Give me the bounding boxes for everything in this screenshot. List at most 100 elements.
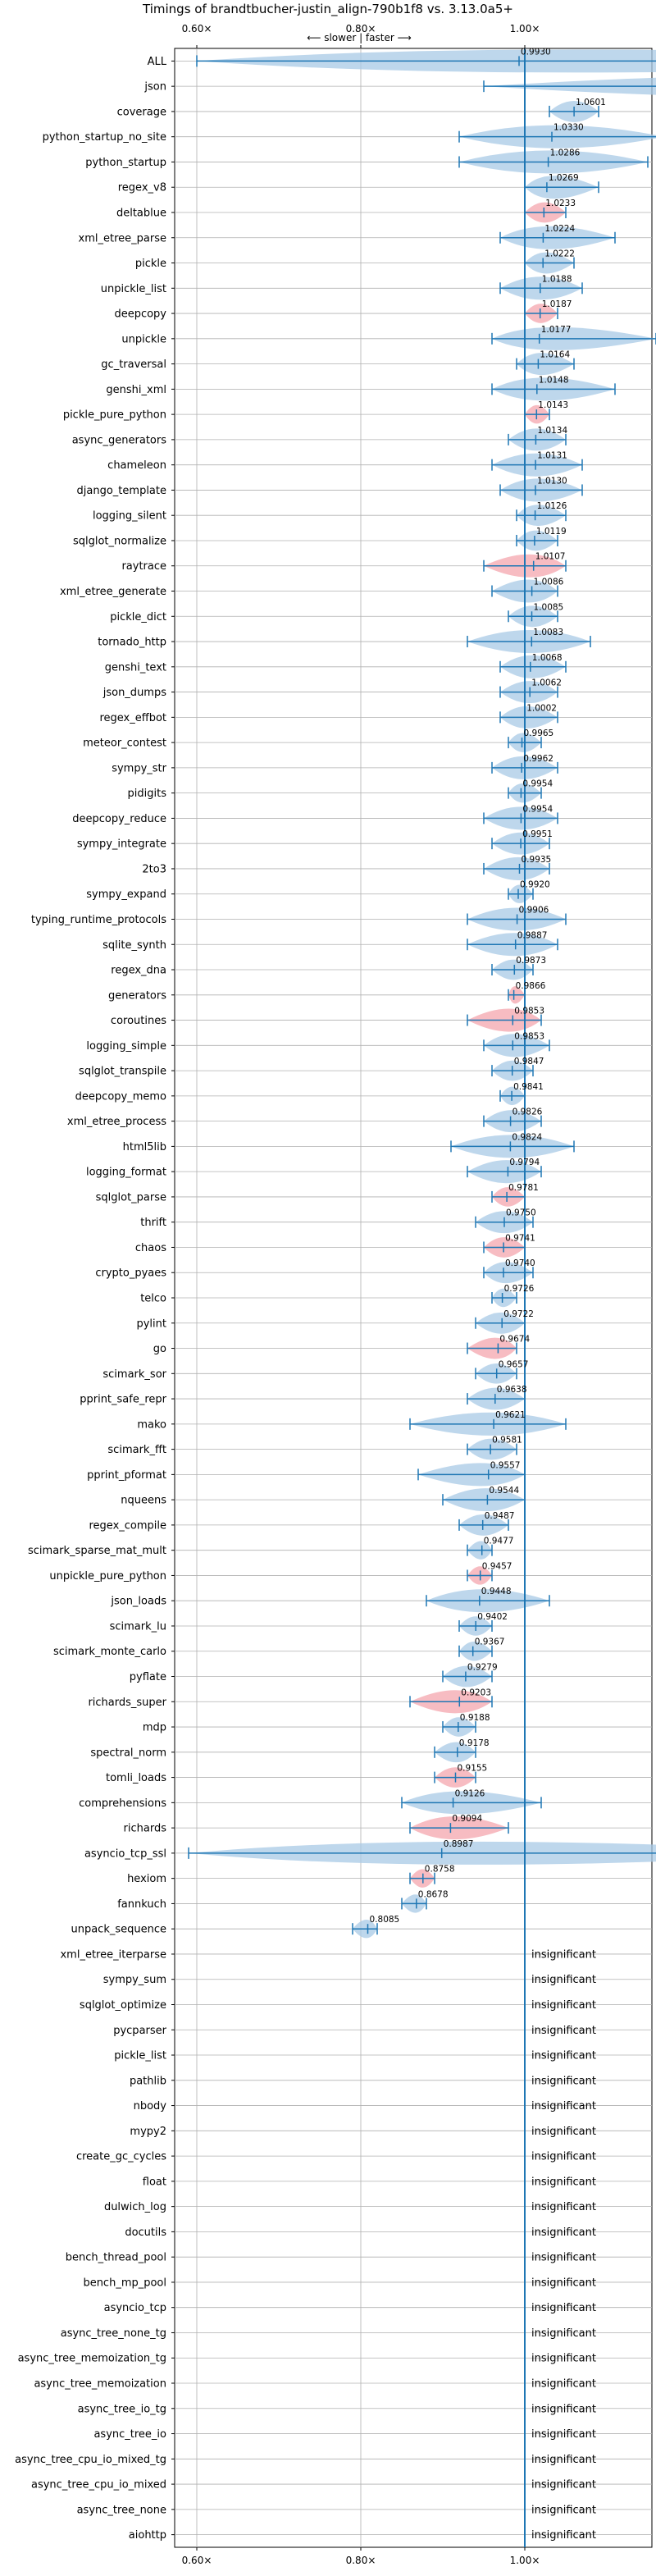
benchmark-label: mako (137, 1418, 166, 1431)
mean-value-label: 0.9279 (467, 1663, 498, 1673)
insignificant-label: insignificant (531, 2353, 596, 2365)
insignificant-label: insignificant (531, 1999, 596, 2012)
benchmark-label: async_tree_cpu_io_mixed_tg (15, 2454, 166, 2466)
mean-value-label: 0.9178 (459, 1738, 490, 1748)
mean-value-label: 1.0134 (537, 426, 567, 436)
mean-value-label: 0.8678 (418, 1889, 449, 1899)
benchmark-label: sqlglot_normalize (73, 535, 166, 547)
x-tick-label-bottom: 0.60× (182, 2555, 212, 2566)
benchmark-label: tornado_http (98, 637, 166, 649)
benchmark-label: async_tree_none_tg (61, 2327, 166, 2340)
benchmark-label: xml_etree_parse (79, 232, 166, 244)
benchmark-label: fannkuch (117, 1898, 166, 1911)
benchmark-label: bench_mp_pool (83, 2277, 166, 2289)
mean-value-label: 1.0086 (534, 578, 564, 587)
mean-value-label: 0.9740 (505, 1258, 535, 1268)
mean-value-label: 0.9203 (461, 1688, 491, 1697)
insignificant-label: insignificant (531, 2403, 596, 2415)
benchmark-label: deltablue (116, 207, 166, 219)
mean-value-label: 1.0269 (549, 173, 579, 183)
benchmark-label: chaos (135, 1242, 166, 1254)
insignificant-label: insignificant (531, 2201, 596, 2213)
mean-value-label: 0.9853 (514, 1007, 544, 1016)
insignificant-label: insignificant (531, 2025, 596, 2037)
benchmark-label: generators (108, 989, 166, 1002)
insignificant-label: insignificant (531, 2277, 596, 2289)
benchmark-label: pylint (136, 1318, 166, 1330)
benchmark-label: logging_simple (86, 1040, 166, 1053)
mean-value-label: 1.0130 (537, 476, 567, 486)
insignificant-label: insignificant (531, 1974, 596, 1986)
benchmark-label: json (144, 81, 166, 94)
mean-value-label: 0.9402 (477, 1612, 508, 1622)
mean-value-label: 0.9873 (516, 956, 546, 966)
benchmark-label: richards_super (88, 1697, 166, 1709)
mean-value-label: 0.9824 (512, 1132, 542, 1142)
mean-value-label: 1.0107 (535, 552, 566, 562)
benchmark-label: python_startup (85, 157, 166, 169)
benchmark-label: sqlglot_transpile (79, 1066, 166, 1078)
mean-value-label: 0.9621 (495, 1410, 526, 1420)
benchmark-label: xml_etree_process (67, 1116, 166, 1128)
benchmark-label: deepcopy_memo (75, 1090, 166, 1103)
benchmark-label: async_tree_memoization_tg (18, 2353, 166, 2365)
benchmark-label: scimark_sor (102, 1368, 166, 1381)
insignificant-label: insignificant (531, 2126, 596, 2138)
mean-value-label: 0.9126 (455, 1788, 485, 1798)
benchmark-label: richards (124, 1823, 167, 1835)
benchmark-label: sqlglot_optimize (80, 1999, 166, 2012)
benchmark-label: regex_v8 (118, 182, 166, 194)
mean-value-label: 0.9638 (497, 1385, 527, 1395)
mean-value-label: 1.0068 (532, 653, 563, 663)
mean-value-label: 0.9794 (509, 1158, 540, 1167)
benchmark-label: crypto_pyaes (95, 1267, 166, 1280)
benchmark-label: scimark_sparse_mat_mult (28, 1545, 166, 1557)
benchmark-label: aiohttp (129, 2529, 166, 2542)
mean-value-label: 0.9477 (484, 1537, 514, 1546)
benchmark-label: async_tree_none (77, 2504, 166, 2516)
benchmark-label: unpack_sequence (71, 1924, 166, 1936)
benchmark-label: pickle_pure_python (63, 409, 166, 422)
mean-value-label: 0.9826 (512, 1108, 543, 1117)
mean-value-label: 1.0187 (542, 299, 572, 309)
mean-value-label: 0.9657 (499, 1359, 529, 1369)
benchmark-label: async_generators (72, 434, 167, 446)
mean-value-label: 0.9781 (508, 1183, 539, 1193)
mean-value-label: 0.9188 (460, 1713, 490, 1723)
benchmark-label: sqlite_synth (102, 939, 166, 952)
benchmark-label: logging_silent (93, 510, 166, 523)
mean-value-label: 1.0143 (538, 400, 568, 410)
x-tick-label-bottom: 1.00× (510, 2555, 540, 2566)
benchmark-label: pprint_safe_repr (80, 1394, 166, 1406)
insignificant-label: insignificant (531, 2227, 596, 2239)
mean-value-label: 0.9155 (458, 1764, 488, 1774)
mean-value-label: 0.9094 (452, 1814, 482, 1824)
insignificant-label: insignificant (531, 2378, 596, 2391)
benchmark-label: deepcopy (114, 308, 166, 321)
benchmark-label: xml_etree_iterparse (60, 1948, 166, 1961)
benchmark-label: nbody (134, 2100, 167, 2112)
insignificant-label: insignificant (531, 2151, 596, 2163)
mean-value-label: 0.9954 (522, 804, 553, 814)
benchmark-label: async_tree_cpu_io_mixed (31, 2479, 166, 2492)
x-tick-label-top: 1.00× (510, 23, 540, 34)
mean-value-label: 0.9954 (522, 779, 553, 789)
mean-value-label: 0.8987 (444, 1839, 474, 1849)
mean-value-label: 0.9581 (492, 1436, 522, 1446)
mean-value-label: 0.9741 (505, 1233, 535, 1243)
x-tick-label-top: 0.80× (346, 23, 376, 34)
mean-value-label: 1.0286 (550, 148, 581, 158)
benchmark-label: scimark_lu (110, 1620, 166, 1633)
benchmark-label: dulwich_log (104, 2201, 166, 2213)
mean-value-label: 0.9722 (503, 1309, 534, 1319)
mean-value-label: 0.9841 (513, 1082, 544, 1092)
benchmark-label: hexiom (127, 1873, 166, 1885)
insignificant-label: insignificant (531, 2479, 596, 2492)
benchmark-label: 2to3 (142, 863, 166, 875)
benchmark-label: scimark_fft (107, 1444, 166, 1456)
benchmark-label: raytrace (121, 560, 166, 573)
benchmark-label: float (143, 2176, 166, 2188)
benchmark-label: coverage (117, 106, 166, 118)
